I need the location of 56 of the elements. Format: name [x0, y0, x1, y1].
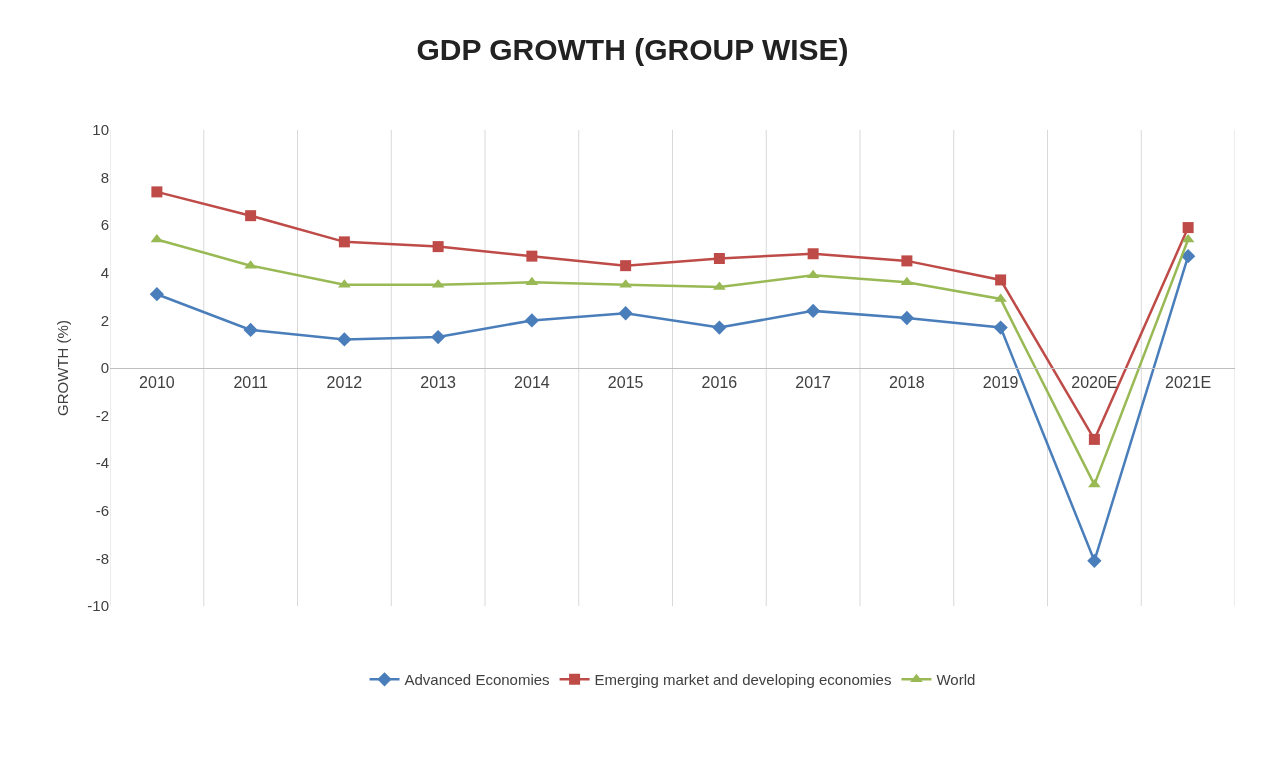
- point: [243, 322, 258, 338]
- y-tick-label: -4: [95, 454, 109, 472]
- y-tick-label: 0: [100, 359, 109, 377]
- point: [525, 276, 539, 286]
- point: [1087, 553, 1102, 568]
- point: [899, 310, 915, 326]
- y-tick-label: 10: [92, 121, 109, 139]
- x-tick-label: 2013: [420, 374, 457, 392]
- point: [149, 287, 165, 302]
- point: [151, 186, 163, 198]
- point: [807, 248, 819, 260]
- y-tick-label: 2: [100, 311, 109, 329]
- y-tick-label: 4: [100, 264, 109, 282]
- y-tick-label: -10: [87, 597, 109, 615]
- point: [620, 260, 632, 272]
- y-tick-label: 8: [100, 168, 109, 186]
- x-tick-label: 2016: [701, 374, 738, 392]
- x-tick-label: 2014: [514, 374, 550, 392]
- point: [432, 241, 444, 253]
- point: [1182, 222, 1194, 234]
- x-tick-label: 2021E: [1165, 374, 1212, 392]
- point: [900, 276, 914, 286]
- y-axis-title: GROWTH (%): [53, 320, 71, 416]
- legend-label: World: [936, 671, 976, 689]
- point: [526, 250, 538, 262]
- point: [338, 236, 350, 248]
- point: [712, 320, 727, 335]
- point: [245, 210, 257, 222]
- point: [993, 320, 1008, 335]
- point: [995, 274, 1007, 286]
- x-tick-label: 2015: [607, 374, 644, 392]
- point: [805, 303, 821, 319]
- point: [337, 332, 352, 347]
- legend-label: Advanced Economies: [404, 671, 550, 689]
- x-tick-label: 2010: [139, 374, 175, 392]
- point: [430, 329, 446, 345]
- y-tick-label: -6: [95, 502, 109, 520]
- point: [901, 255, 913, 267]
- y-tick-label: 6: [100, 216, 109, 234]
- point: [1181, 233, 1195, 243]
- x-tick-label: 2019: [982, 374, 1019, 392]
- chart-title: GDP GROWTH (GROUP WISE): [416, 33, 849, 67]
- point: [524, 313, 540, 328]
- point: [150, 233, 164, 243]
- point: [713, 253, 725, 265]
- x-tick-label: 2018: [889, 374, 925, 392]
- point: [618, 306, 633, 321]
- y-tick-label: -2: [95, 406, 109, 424]
- point: [1180, 248, 1196, 264]
- y-tick-label: -8: [95, 549, 109, 567]
- x-tick-label: 2012: [326, 374, 363, 392]
- legend-label: Emerging market and developing economies: [594, 671, 892, 689]
- point: [1088, 433, 1100, 445]
- x-tick-label: 2017: [795, 374, 832, 392]
- x-tick-label: 2020E: [1071, 374, 1118, 392]
- x-tick-label: 2011: [233, 374, 268, 392]
